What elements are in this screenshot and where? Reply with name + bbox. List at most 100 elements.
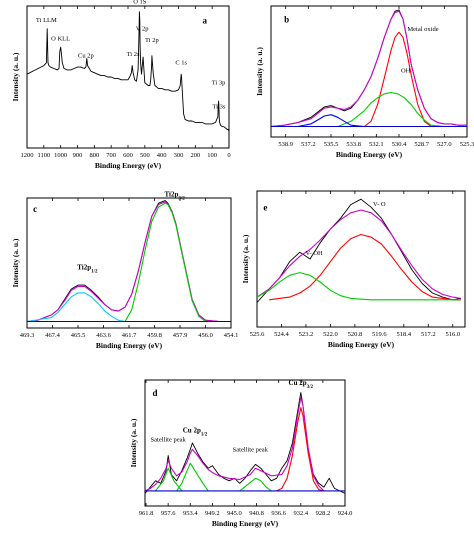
annotation-text: O KLL	[51, 35, 70, 42]
panel-label: e	[263, 203, 267, 213]
series-line-3	[26, 292, 139, 323]
x-axis-label: Binding Energy (eV)	[336, 150, 403, 159]
x-tick-label: 525.3	[460, 141, 474, 148]
x-tick-label: 300	[174, 152, 184, 159]
x-tick-label: 1100	[37, 152, 50, 159]
annotation-text: O 1S	[133, 0, 147, 5]
peak-annotation: Ti 2p	[145, 37, 159, 44]
x-tick-label: 465.5	[71, 332, 86, 339]
peak-annotation: Satellite peak	[151, 437, 187, 444]
annotation-subscript: 3/2	[178, 196, 185, 201]
chart-panel-a: 1200 1100 1000 900 800 700 600 500 400 300 200 100 0…	[11, 0, 231, 170]
series-line-1	[256, 209, 461, 299]
x-tick-label: 516.0	[445, 331, 460, 338]
peak-annotation: Metal oxide	[407, 26, 438, 33]
annotation-text: Ti2p	[77, 263, 91, 271]
annotation-text: Ti 2p	[145, 37, 159, 44]
x-tick-label: 520.8	[348, 331, 363, 338]
x-tick-label: 900	[73, 152, 83, 159]
peak-annotation: Ti 3p	[212, 79, 226, 86]
plot-frame	[256, 190, 466, 328]
x-tick-label: 532.1	[369, 141, 384, 148]
chart-panel-e: 525.6 524.4 523.2 522.0 520.8 519.6 518.4 517.2…	[241, 190, 466, 349]
annotation-text: Ti 3p	[212, 79, 226, 86]
x-tick-label: 700	[106, 152, 116, 159]
x-tick-label: 454.1	[224, 332, 239, 339]
x-tick-label: 456.0	[198, 332, 213, 339]
peak-annotation: Cu 2p	[78, 52, 94, 59]
annotation-text: V 2p	[136, 25, 149, 32]
panel-label: b	[284, 14, 289, 24]
x-tick-label: 528.7	[414, 141, 429, 148]
series-line-5	[239, 477, 272, 492]
y-axis-label: Intensity (a. u.)	[11, 238, 20, 287]
series-line-3	[337, 91, 445, 128]
annotation-text: Cu 2p	[78, 52, 94, 59]
series-line-1	[26, 201, 231, 323]
annotation-text: Cu 2p	[183, 427, 201, 435]
peak-annotation: V 2p	[136, 25, 149, 32]
x-tick-label: 459.8	[147, 332, 162, 339]
x-tick-label: 940.8	[249, 510, 264, 517]
x-tick-label: 1200	[21, 152, 34, 159]
chart-panel-b: 538.9 537.2 535.5 533.8 532.1 530.4 528.7 527.0…	[255, 5, 474, 159]
peak-annotation: O KLL	[51, 35, 70, 42]
annotation-text: V- OH	[305, 250, 323, 257]
annotation-text: Ti 3s	[212, 104, 225, 111]
y-axis-label: Intensity (a. u.)	[129, 418, 138, 467]
peak-annotation: C 1s	[175, 59, 187, 66]
x-tick-label: 0	[227, 152, 230, 159]
x-axis-label: Binding Energy (eV)	[328, 340, 395, 349]
series-line-4	[176, 462, 209, 492]
x-tick-label: 467.4	[45, 332, 60, 339]
x-tick-label: 945.0	[227, 510, 242, 517]
annotation-text: Ti LLM	[36, 17, 57, 24]
annotation-subscript: 1/2	[201, 432, 208, 437]
series-line-1	[144, 397, 325, 492]
peak-annotation: Cu 2p1/2	[183, 427, 208, 438]
plot-frame	[144, 379, 346, 507]
annotation-text: V- O	[373, 201, 386, 208]
x-tick-label: 523.2	[299, 331, 314, 338]
x-tick-label: 538.9	[278, 141, 293, 148]
peak-annotation: V- OH	[305, 250, 323, 257]
series-line-0	[26, 200, 231, 322]
x-tick-label: 461.7	[122, 332, 137, 339]
y-axis-label: Intensity (a. u.)	[255, 47, 264, 96]
annotation-subscript: 3/2	[307, 384, 314, 389]
x-tick-label: 524.4	[274, 331, 289, 338]
x-tick-label: 469.3	[20, 332, 35, 339]
y-axis-label: Intensity (a. u.)	[241, 234, 250, 283]
peak-annotation: Cu 2p3/2	[289, 379, 314, 390]
x-tick-label: 500	[140, 152, 150, 159]
chart-panel-c: 469.3 467.4 465.5 463.6 461.7 459.8 457.9 456.0…	[11, 191, 238, 350]
x-tick-label: 924.0	[338, 510, 353, 517]
x-tick-label: 936.6	[271, 510, 286, 517]
x-tick-label: 400	[157, 152, 167, 159]
x-tick-label: 530.4	[392, 141, 407, 148]
x-tick-label: 519.6	[372, 331, 387, 338]
series-line-4	[297, 114, 365, 128]
series-line-2	[276, 407, 325, 492]
plot-frame	[270, 5, 468, 138]
series-line-2	[124, 202, 206, 322]
peak-annotation: Ti 3s	[212, 104, 225, 111]
peak-annotation: V- O	[373, 201, 386, 208]
series-line-0	[26, 11, 230, 132]
x-tick-label: 527.0	[437, 141, 452, 148]
panel-label: c	[33, 204, 37, 214]
x-tick-label: 928.2	[316, 510, 331, 517]
series-line-0	[256, 198, 461, 303]
y-axis-label: Intensity (a. u.)	[11, 52, 20, 101]
annotation-text: Cu 2p	[289, 379, 307, 387]
x-tick-label: 961.8	[139, 510, 154, 517]
x-axis-label: Binding Energy (eV)	[95, 161, 162, 170]
series-line-2	[269, 233, 461, 301]
x-tick-label: 1000	[54, 152, 67, 159]
x-tick-label: 518.4	[397, 331, 412, 338]
annotation-text: Metal oxide	[407, 26, 438, 33]
peak-annotation: Ti2p1/2	[77, 263, 98, 274]
x-tick-label: 525.6	[250, 331, 265, 338]
x-tick-label: 463.6	[96, 332, 111, 339]
